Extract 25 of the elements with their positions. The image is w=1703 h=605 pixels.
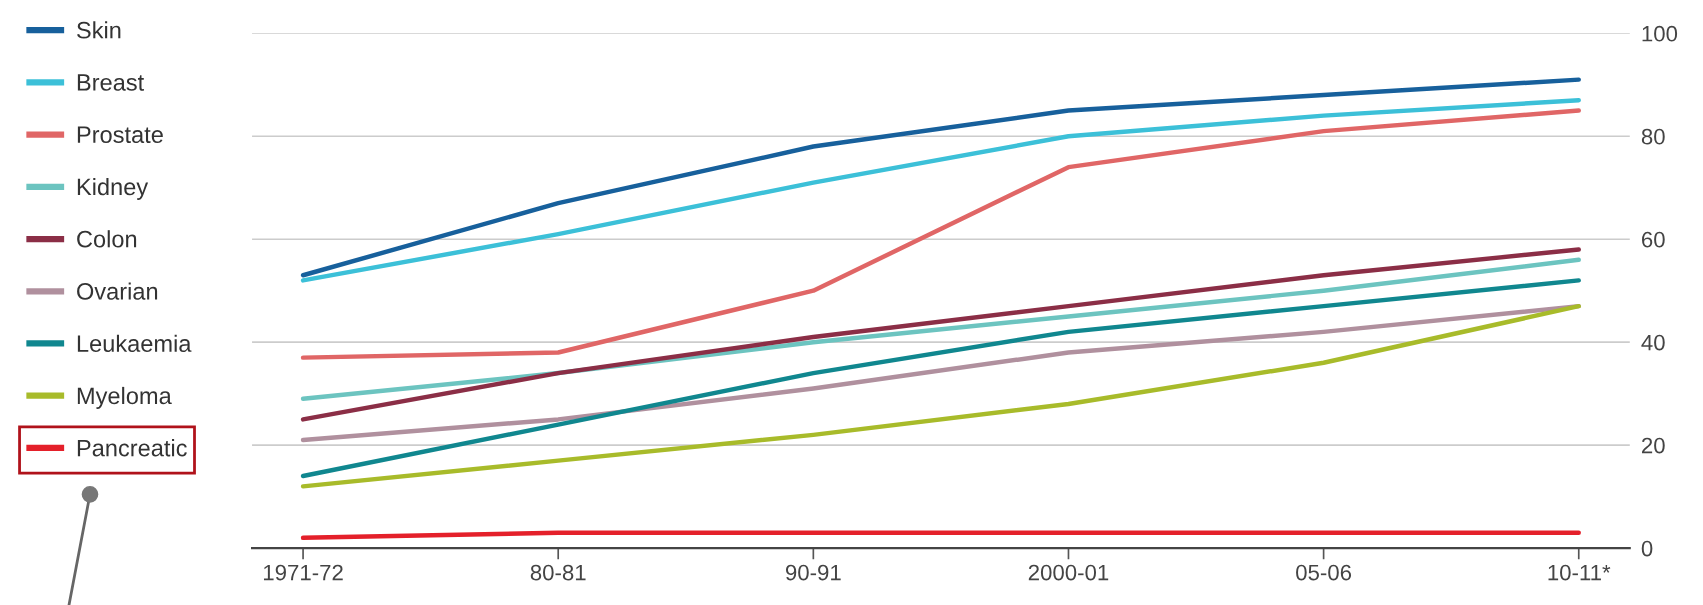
line-series [300, 108, 1581, 360]
legend-label: Myeloma [77, 386, 172, 409]
y-tick-label: 0 [1641, 540, 1653, 557]
x-tick-label: 1971-72 [263, 564, 343, 581]
y-tick-label: 20 [1642, 437, 1665, 454]
x-tick-label: 10-11* [1548, 564, 1611, 581]
line-series [300, 303, 1581, 489]
line-series [300, 278, 1581, 479]
y-tick-label: 60 [1642, 231, 1665, 248]
x-tick-label: 90-91 [785, 564, 841, 581]
line-series [300, 247, 1581, 422]
legend-label: Ovarian [77, 282, 158, 300]
y-tick-label: 40 [1641, 334, 1665, 351]
legend-label: Breast [77, 74, 145, 91]
legend-label: Skin [77, 21, 121, 39]
legend-label: Prostate [77, 126, 163, 144]
legend-label: Pancreatic [77, 439, 187, 457]
x-tick-label: 80-81 [530, 564, 586, 581]
legend-label: Leukaemia [77, 334, 192, 352]
legend-label: Kidney [77, 177, 149, 200]
legend-label: Colon [77, 230, 137, 248]
x-tick-label: 2000-01 [1028, 564, 1109, 581]
y-tick-label: 100 [1642, 25, 1678, 42]
x-tick-label: 05-06 [1296, 564, 1352, 581]
y-tick-label: 80 [1641, 128, 1665, 145]
